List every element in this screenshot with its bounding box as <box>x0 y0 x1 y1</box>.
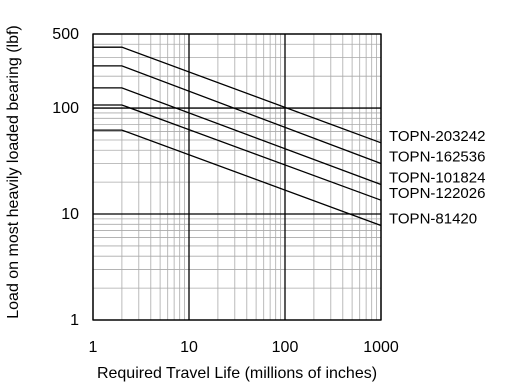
y-tick-label: 500 <box>52 26 79 43</box>
y-tick-labels: 1 10 100 500 <box>52 26 79 329</box>
series-lines <box>93 46 382 227</box>
major-grid <box>92 33 382 321</box>
series-label: TOPN-122026 <box>389 185 485 202</box>
series-label: TOPN-162536 <box>389 148 485 165</box>
series-line <box>93 65 382 165</box>
x-axis-label: Required Travel Life (millions of inches… <box>97 365 377 382</box>
y-tick-label: 100 <box>52 100 79 117</box>
series-labels: TOPN-203242 TOPN-162536 TOPN-101824TOPN-12… <box>389 128 485 228</box>
series-label: TOPN-81420 <box>389 210 477 227</box>
x-tick-labels: 1 10 100 1000 <box>89 339 399 356</box>
series-line <box>93 104 382 201</box>
y-axis-label: Load on most heavily loaded bearing (lbf… <box>5 25 22 319</box>
series-line <box>93 46 382 144</box>
x-tick-label: 10 <box>180 339 198 356</box>
y-tick-label: 1 <box>70 312 79 329</box>
series-line <box>93 129 382 227</box>
y-tick-label: 10 <box>61 206 79 223</box>
series-label: TOPN-203242 <box>389 128 485 145</box>
x-tick-label: 1000 <box>363 339 399 356</box>
plot-frame <box>92 33 382 321</box>
minor-grid <box>93 33 381 320</box>
series-label: TOPN-101824 <box>389 169 485 186</box>
x-tick-label: 100 <box>272 339 299 356</box>
series-line <box>93 87 382 186</box>
x-tick-label: 1 <box>89 339 98 356</box>
